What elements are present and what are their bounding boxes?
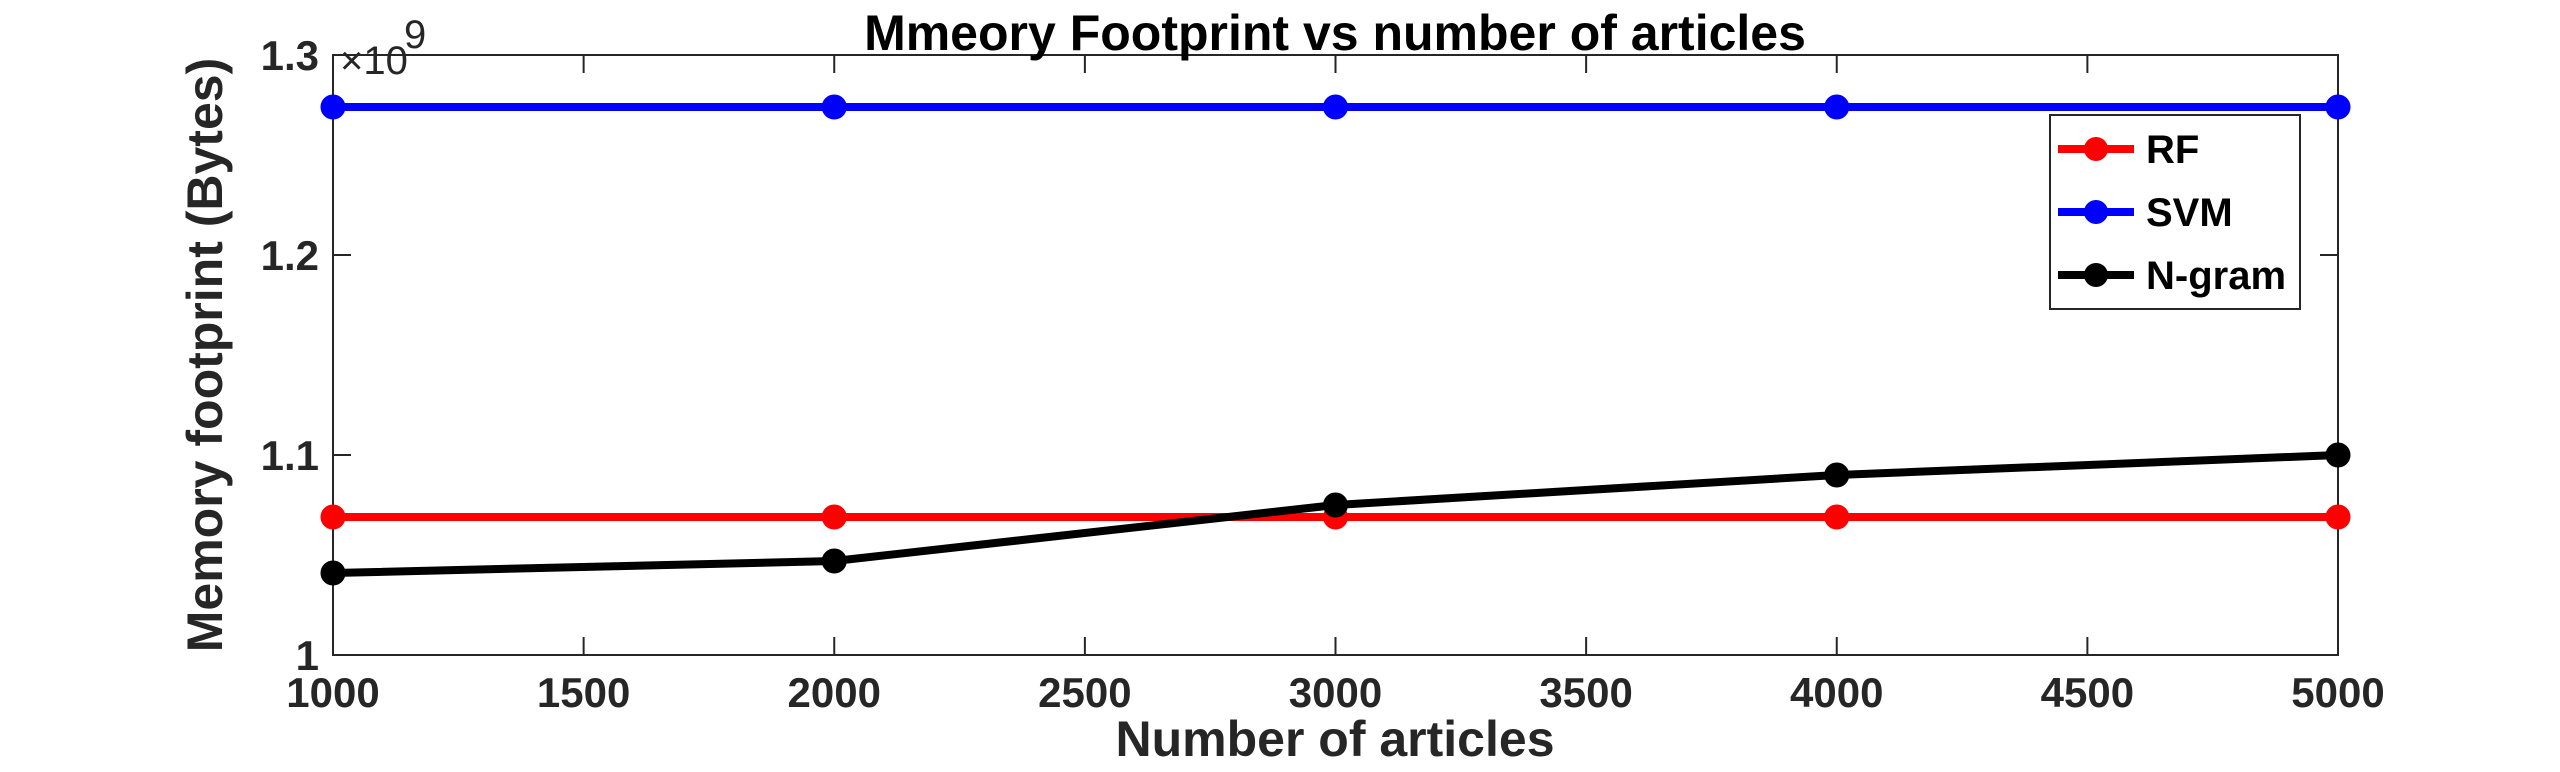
plot-area: [332, 54, 2339, 656]
data-point-svm: [2325, 94, 2351, 120]
data-point-svm: [1824, 94, 1850, 120]
data-point-rf: [821, 504, 847, 530]
axis-ticks: 1000 1500 2000 2500 3000 3500 4000 4500 5000 1 1.1…: [261, 32, 2385, 716]
x-tick-label: 1500: [537, 669, 630, 716]
data-point-rf: [2325, 504, 2351, 530]
data-point-n-gram: [1824, 462, 1850, 488]
legend: RF SVM N-gram: [2049, 114, 2301, 310]
x-tick-label: 3500: [1539, 669, 1632, 716]
data-point-svm: [1323, 94, 1348, 120]
data-point-rf: [320, 504, 346, 530]
x-tick-label: 1000: [286, 669, 379, 716]
data-point-rf: [1824, 504, 1850, 530]
data-point-n-gram: [1323, 492, 1348, 518]
legend-marker-rf: [2084, 137, 2108, 161]
y-tick-label: 1.3: [261, 32, 319, 79]
y-axis-label: Memory footprint (Bytes): [177, 58, 233, 652]
data-point-n-gram: [821, 548, 847, 574]
data-point-svm: [821, 94, 847, 120]
data-point-n-gram: [320, 560, 346, 586]
y-exponent-prefix: ×10: [340, 39, 408, 83]
x-tick-label: 3000: [1289, 669, 1382, 716]
series-layer: [320, 94, 2351, 586]
y-tick-label: 1.2: [261, 232, 319, 279]
y-tick-label: 1: [296, 632, 319, 679]
x-tick-label: 5000: [2291, 669, 2384, 716]
y-tick-label: 1.1: [261, 432, 319, 479]
chart-title: Mmeory Footprint vs number of articles: [864, 5, 1806, 61]
x-axis-label: Number of articles: [1115, 711, 1554, 767]
legend-label-rf: RF: [2146, 128, 2199, 172]
data-point-n-gram: [2325, 442, 2351, 468]
x-tick-label: 2000: [788, 669, 881, 716]
x-tick-label: 2500: [1038, 669, 1131, 716]
data-point-svm: [320, 94, 346, 120]
x-tick-label: 4500: [2041, 669, 2134, 716]
legend-label-n-gram: N-gram: [2146, 254, 2286, 298]
legend-label-svm: SVM: [2146, 191, 2233, 235]
legend-marker-svm: [2084, 200, 2108, 224]
x-tick-label: 4000: [1790, 669, 1883, 716]
y-exponent: 9: [404, 13, 426, 57]
legend-marker-n-gram: [2084, 263, 2108, 287]
